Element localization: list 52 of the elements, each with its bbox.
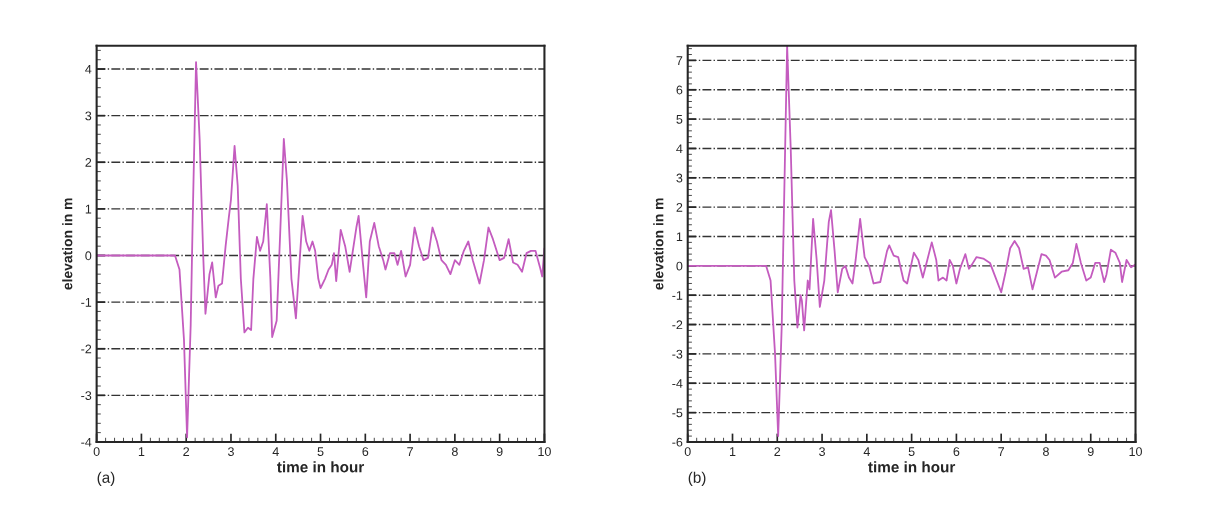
y-tick-label: -3 xyxy=(672,349,683,359)
x-tick-label: 1 xyxy=(729,447,736,456)
y-tick-label: 1 xyxy=(85,204,92,214)
x-tick-label: 7 xyxy=(998,447,1005,456)
y-tick-label: -2 xyxy=(81,344,92,354)
y-tick-label: -1 xyxy=(672,291,683,300)
x-tick-label: 3 xyxy=(227,447,234,456)
y-tick-label: 4 xyxy=(85,64,92,74)
y-axis-title: elevation in m xyxy=(653,198,664,290)
x-tick-label: 0 xyxy=(684,447,691,456)
x-tick-label: 8 xyxy=(451,447,458,456)
y-tick-label: 6 xyxy=(676,85,683,95)
x-tick-label: 7 xyxy=(407,447,413,456)
x-tick-label: 5 xyxy=(317,447,324,456)
y-tick-label: -3 xyxy=(81,391,92,400)
text: (b) xyxy=(688,471,706,486)
x-axis-title: time in hour xyxy=(868,461,956,473)
x-tick-label: 0 xyxy=(93,447,100,456)
x-tick-label: 5 xyxy=(908,447,915,456)
y-tick-label: -6 xyxy=(672,437,683,447)
y-tick-label: 4 xyxy=(676,144,683,153)
y-tick-label: 1 xyxy=(676,232,683,242)
y-tick-label: -4 xyxy=(672,379,683,388)
y-tick-label: -4 xyxy=(81,437,92,447)
x-tick-label: 2 xyxy=(183,447,190,456)
y-tick-label: -2 xyxy=(672,320,683,330)
y-tick-label: 5 xyxy=(676,115,683,124)
x-tick-label: 9 xyxy=(1087,447,1094,456)
y-tick-label: -5 xyxy=(672,408,683,418)
x-tick-label: 4 xyxy=(863,447,870,456)
y-tick-label: 0 xyxy=(676,261,683,271)
x-tick-label: 10 xyxy=(1129,447,1142,456)
y-tick-label: 3 xyxy=(676,173,683,183)
y-tick-label: 7 xyxy=(676,56,683,65)
y-tick-label: 3 xyxy=(85,111,92,121)
y-tick-label: 0 xyxy=(85,251,92,261)
y-axis-title: elevation in m xyxy=(62,198,73,290)
text: (a) xyxy=(97,471,115,486)
x-tick-label: 9 xyxy=(496,447,503,456)
x-tick-label: 6 xyxy=(953,447,960,456)
line-series xyxy=(96,61,545,439)
x-tick-label: 10 xyxy=(538,447,551,456)
x-tick-label: 6 xyxy=(362,447,369,456)
x-tick-label: 1 xyxy=(138,447,145,456)
x-tick-label: 2 xyxy=(774,447,781,456)
x-axis-title: time in hour xyxy=(277,461,365,473)
x-tick-label: 3 xyxy=(819,447,825,456)
y-tick-label: 2 xyxy=(676,202,683,212)
x-tick-label: 8 xyxy=(1043,447,1049,456)
x-tick-label: 4 xyxy=(272,447,279,456)
y-tick-label: -1 xyxy=(81,298,92,307)
y-tick-label: 2 xyxy=(85,158,92,167)
